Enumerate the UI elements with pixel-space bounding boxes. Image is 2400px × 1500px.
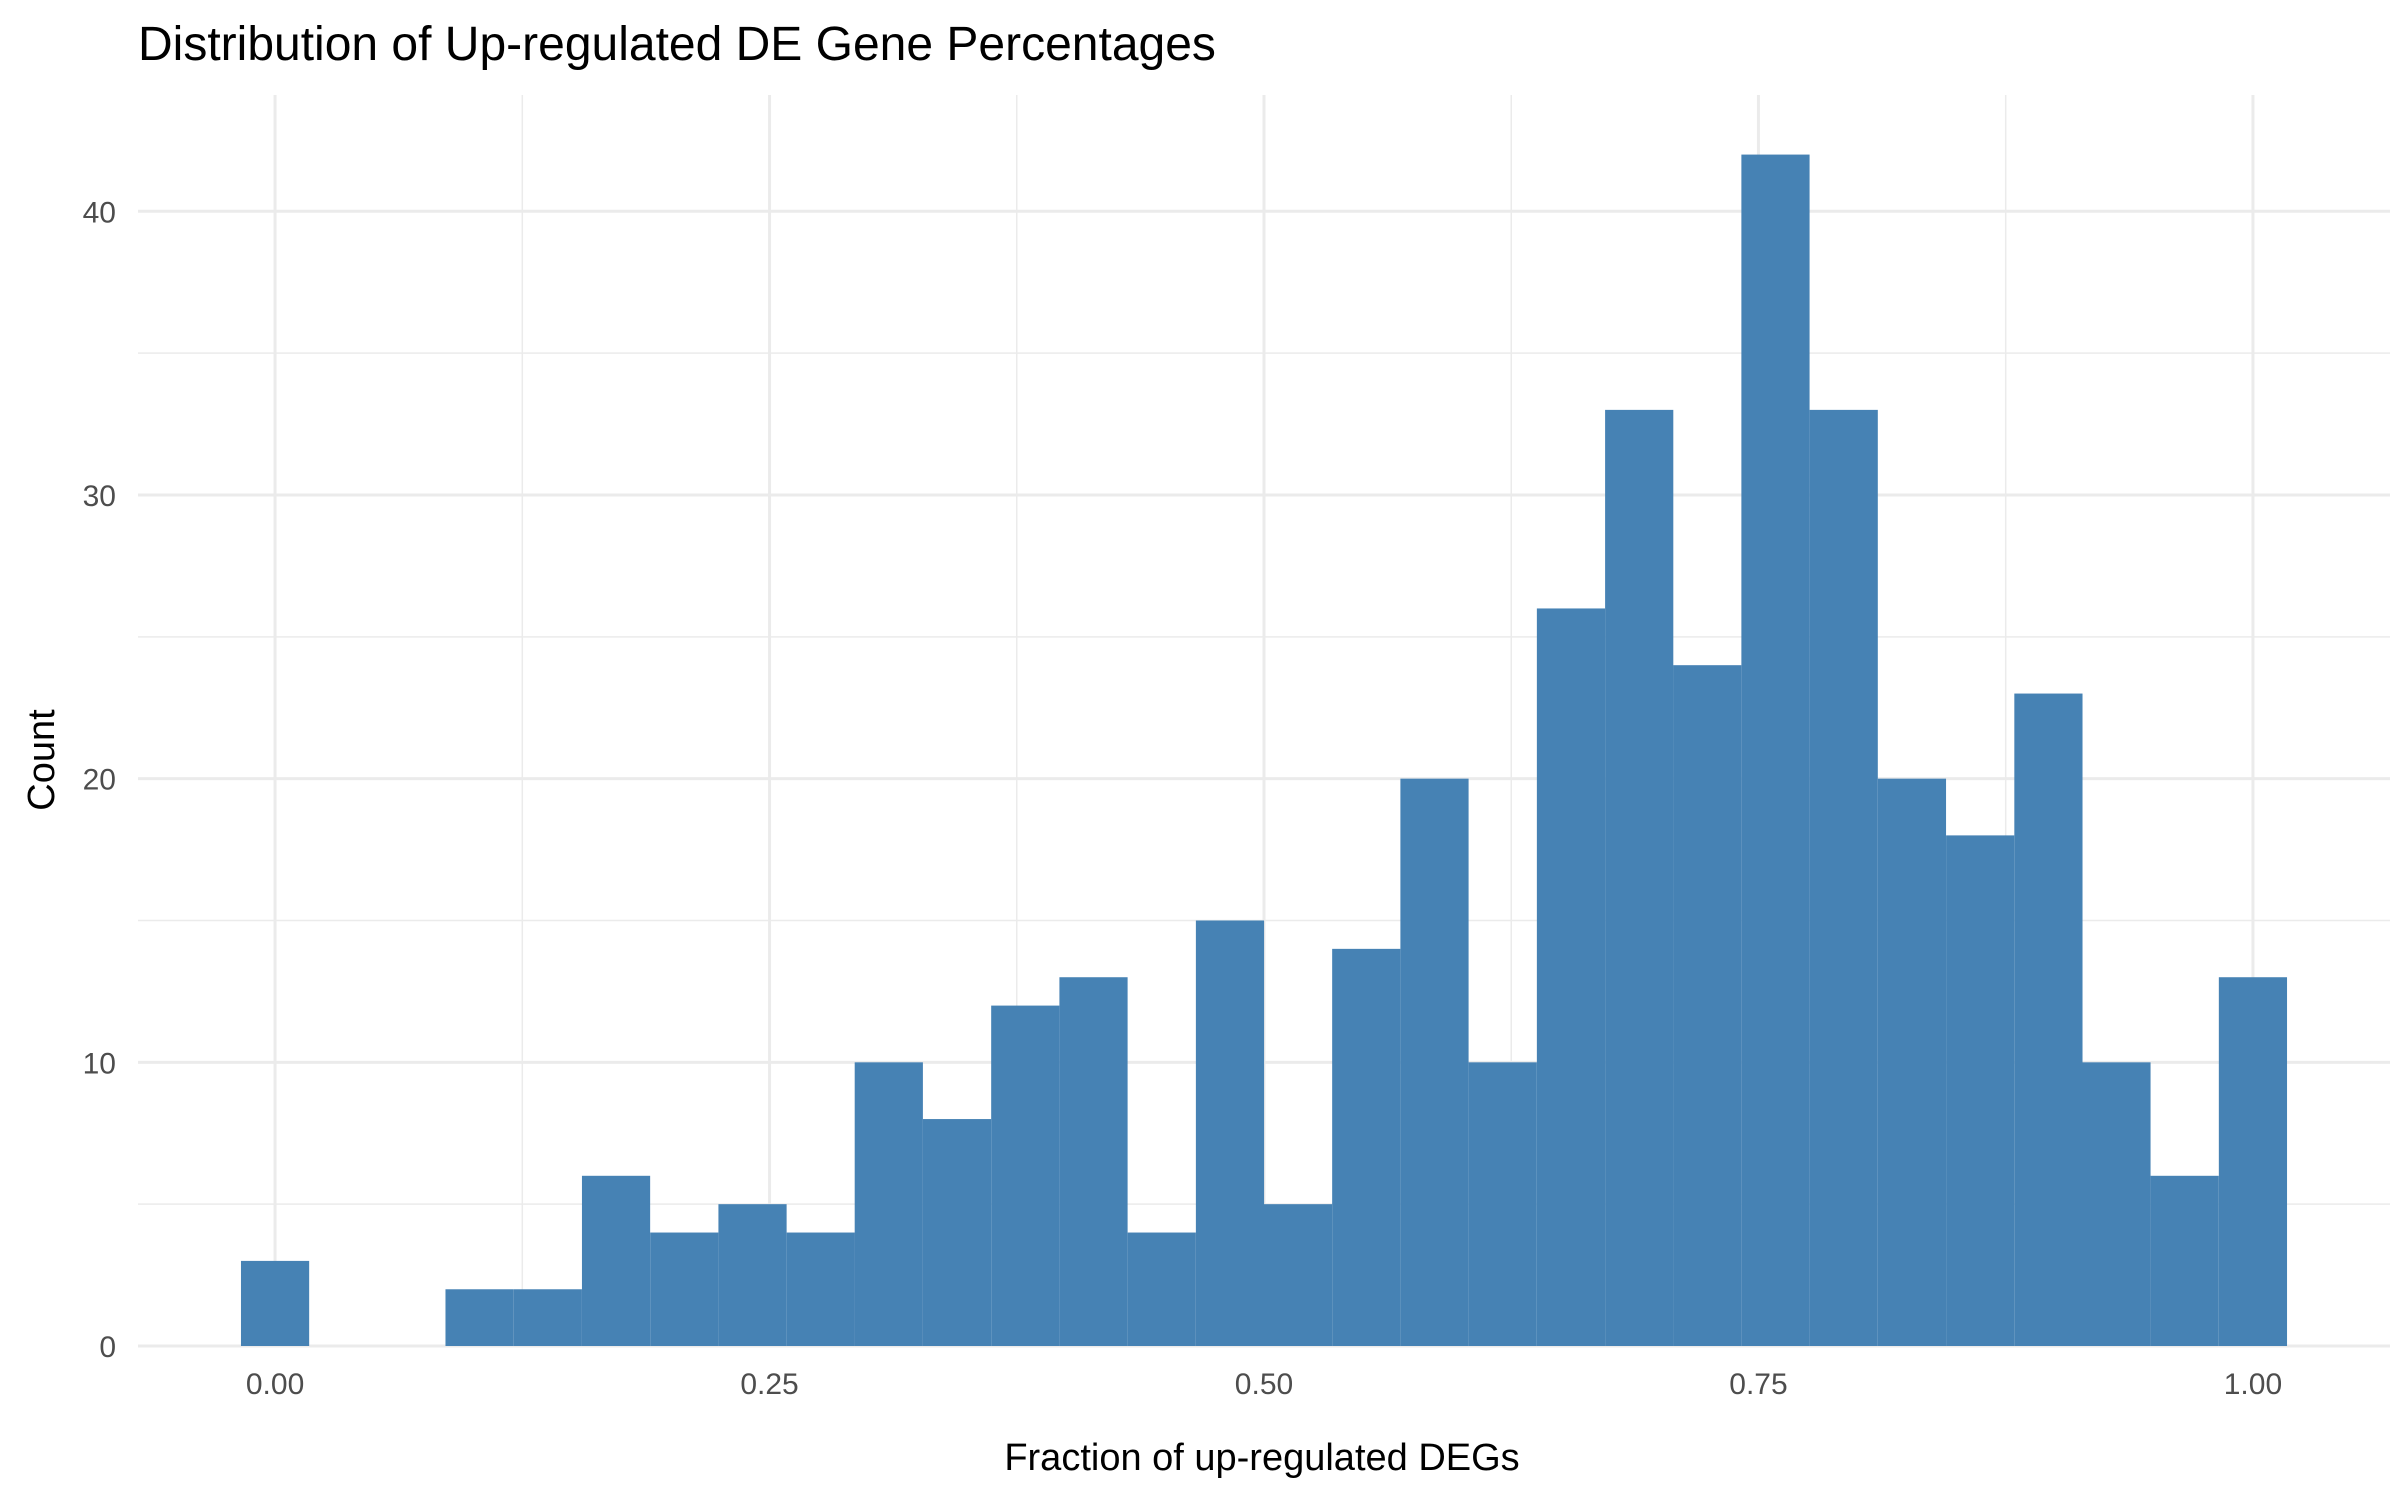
histogram-bar: [1059, 977, 1128, 1346]
y-tick-label: 0: [99, 1331, 116, 1364]
histogram-bar: [2218, 977, 2288, 1346]
histogram-bar: [2082, 1062, 2151, 1346]
histogram-bar: [922, 1119, 992, 1346]
histogram-bar: [1468, 1062, 1537, 1346]
histogram-bar: [2014, 693, 2083, 1346]
histogram-bar: [513, 1289, 582, 1346]
histogram-bar: [1195, 920, 1265, 1346]
x-tick-label: 1.00: [2224, 1368, 2282, 1401]
chart-title: Distribution of Up-regulated DE Gene Per…: [138, 18, 1216, 71]
histogram-bar: [1809, 409, 1878, 1346]
x-tick-label: 0.50: [1235, 1368, 1293, 1401]
histogram-bar: [1127, 1232, 1196, 1346]
histogram-bar: [1605, 409, 1674, 1346]
y-tick-label: 10: [83, 1047, 116, 1080]
x-tick-label: 0.75: [1729, 1368, 1787, 1401]
histogram-bar: [1877, 778, 1947, 1346]
y-tick-label: 30: [83, 480, 116, 513]
tick-label-layer: 0.00 0.25 0.50 0.75 1.00 0 10 20 30 40: [83, 196, 2283, 1401]
histogram-bar: [1673, 665, 1742, 1346]
x-tick-label: 0.25: [740, 1368, 798, 1401]
x-tick-label: 0.00: [246, 1368, 304, 1401]
y-axis-title: Count: [21, 709, 63, 811]
histogram-bar: [1946, 835, 2015, 1346]
histogram-bar: [1536, 608, 1606, 1346]
x-axis-title: Fraction of up-regulated DEGs: [1004, 1437, 1519, 1479]
y-tick-label: 40: [83, 196, 116, 229]
histogram-bar: [1332, 948, 1401, 1346]
histogram-bar: [854, 1062, 923, 1346]
histogram-bar: [581, 1175, 651, 1346]
histogram-bar: [1263, 1204, 1333, 1346]
histogram-bar: [991, 1005, 1060, 1346]
histogram-bar: [650, 1232, 719, 1346]
histogram-bar: [718, 1204, 787, 1346]
histogram-bar: [445, 1289, 514, 1346]
histogram-bar: [2150, 1175, 2219, 1346]
histogram-bar: [240, 1260, 310, 1346]
bar-layer: [240, 154, 2288, 1347]
histogram-bar: [1400, 778, 1469, 1346]
histogram-bar: [1741, 154, 1810, 1347]
histogram-bar: [786, 1232, 855, 1346]
y-tick-label: 20: [83, 764, 116, 797]
